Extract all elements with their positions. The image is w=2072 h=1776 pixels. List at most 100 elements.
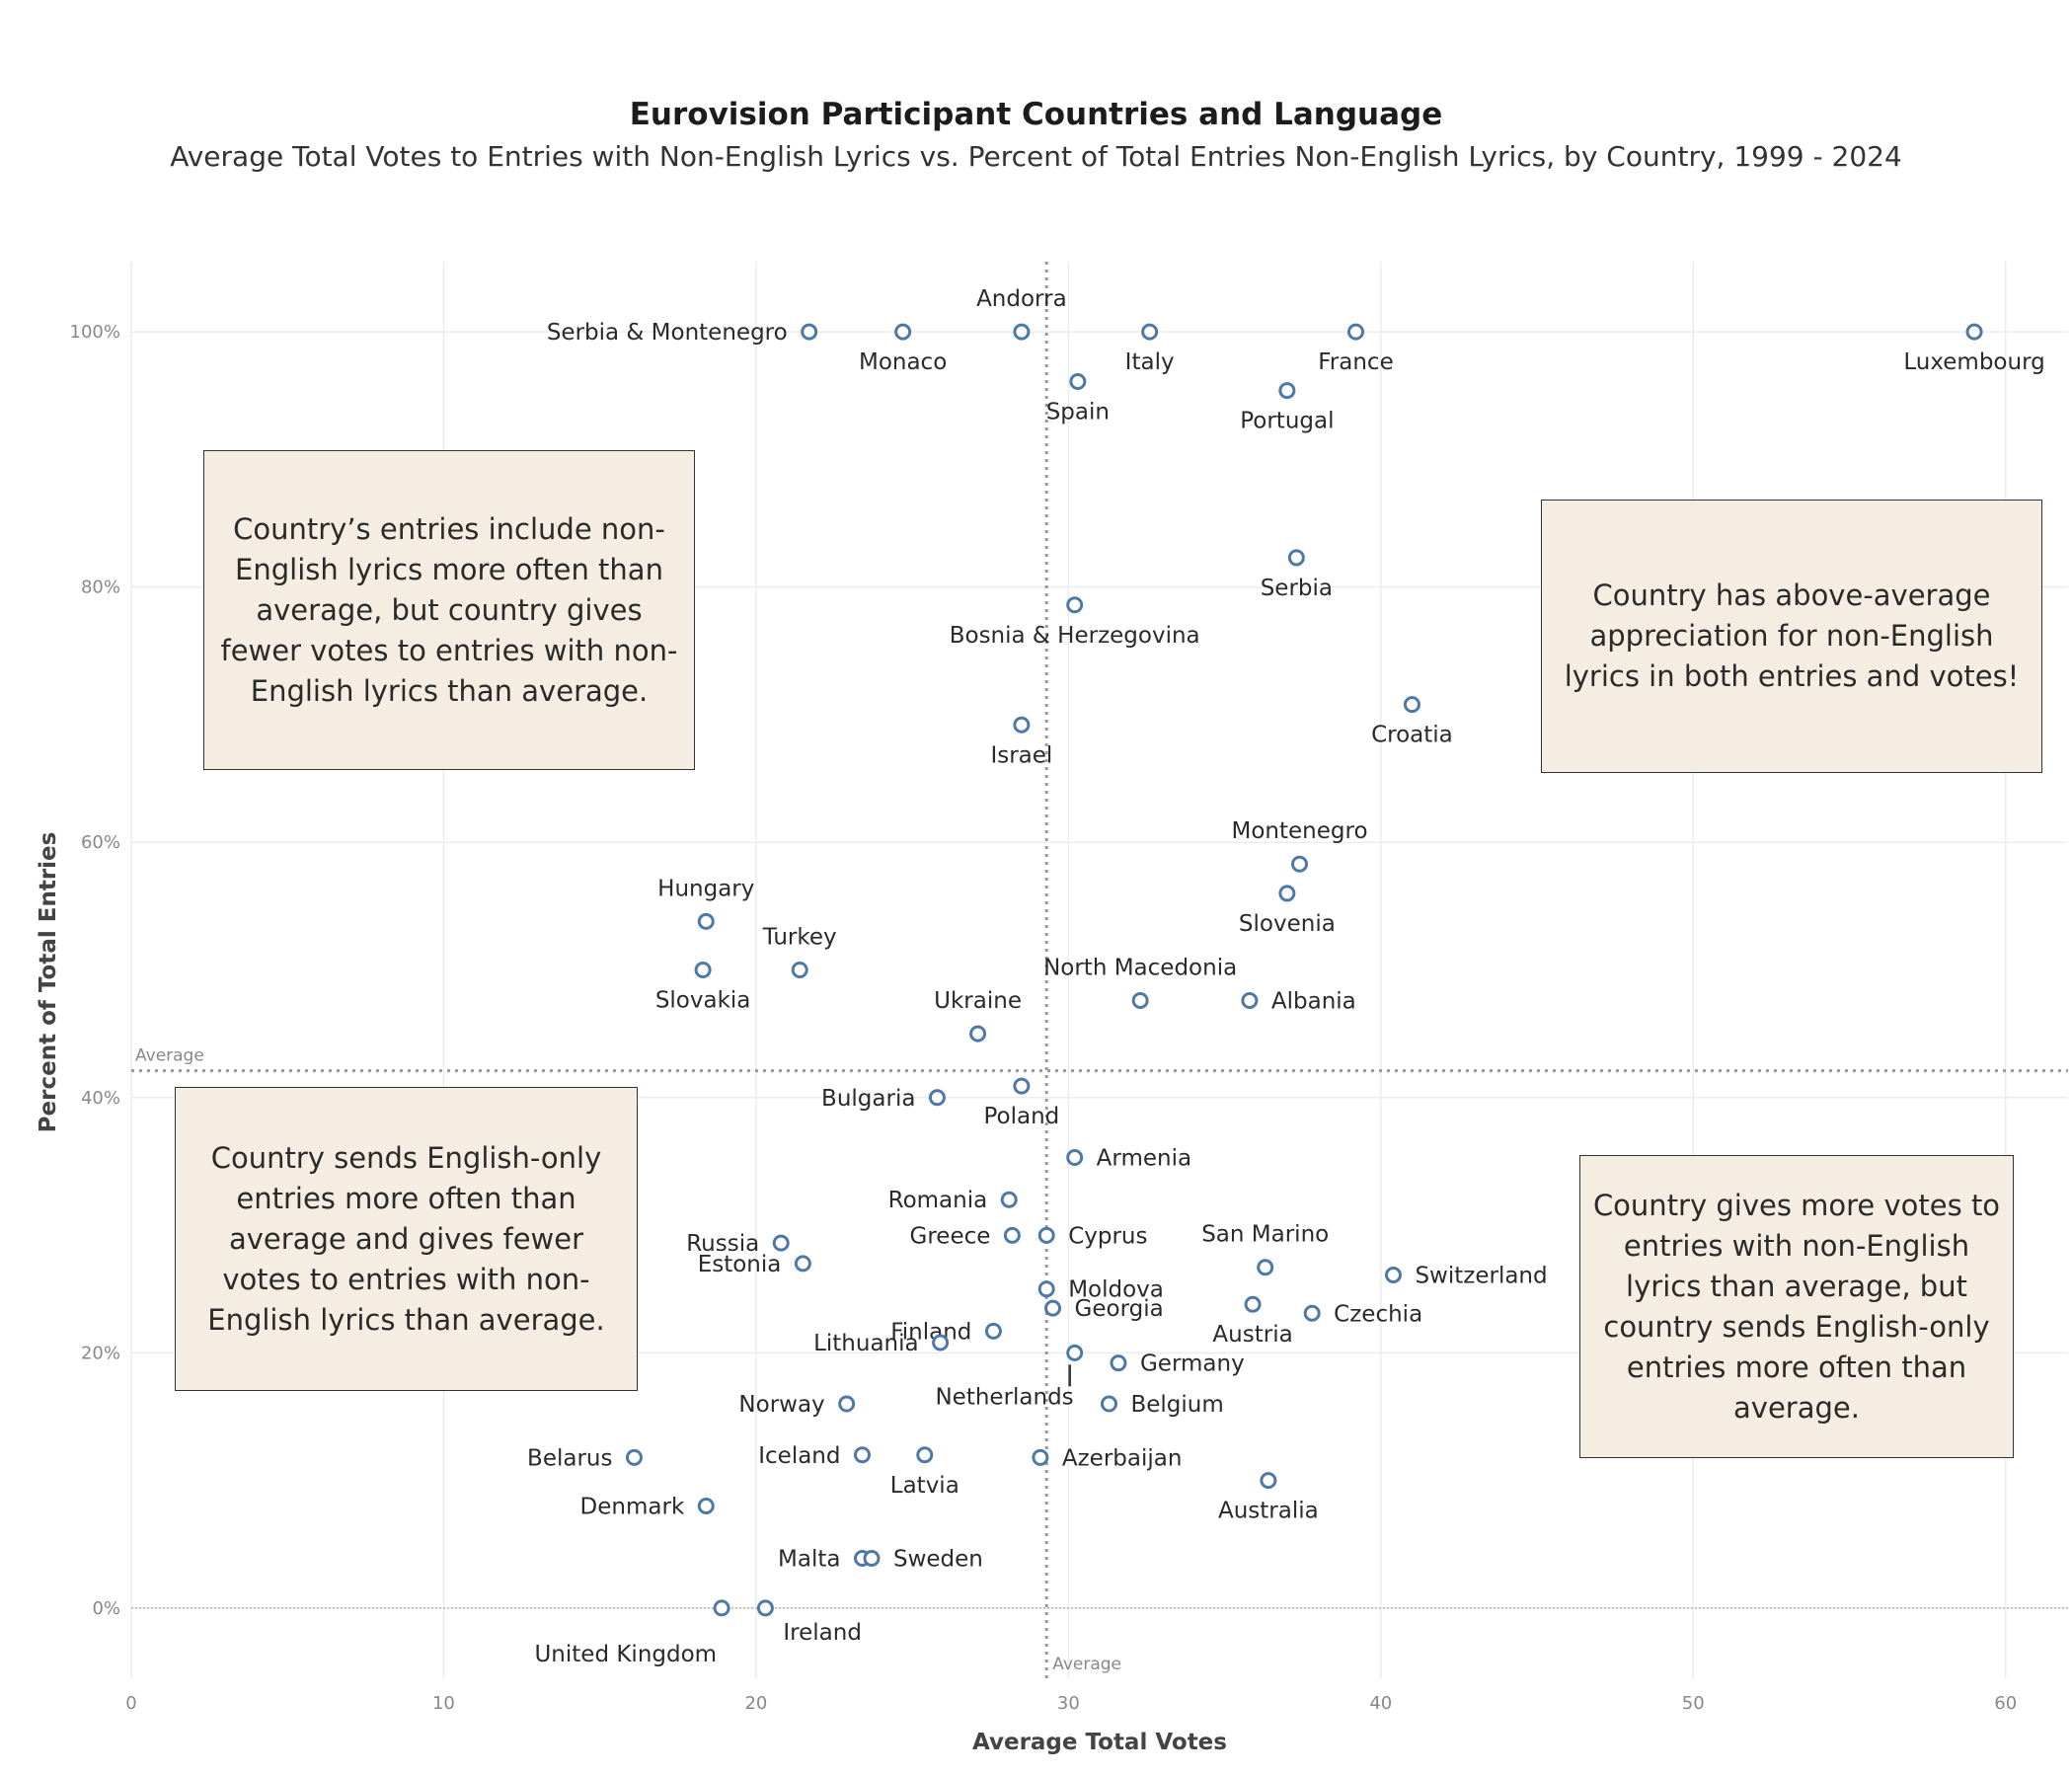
data-point-label: Australia [1218, 1499, 1319, 1524]
data-point [853, 1446, 871, 1464]
data-point [1000, 1191, 1018, 1208]
data-point-label: Spain [1046, 400, 1110, 425]
data-point [1066, 1149, 1084, 1167]
data-point [1100, 1395, 1117, 1413]
data-point [1278, 382, 1296, 400]
data-point-label: North Macedonia [1043, 956, 1237, 981]
data-point [838, 1395, 856, 1413]
data-point-label: Ukraine [934, 988, 1022, 1014]
note-bottom-left: Country sends English-only entries more … [175, 1087, 638, 1391]
data-point [1260, 1472, 1277, 1490]
data-point [1287, 549, 1305, 567]
data-point [969, 1025, 987, 1042]
data-point-label: Belarus [527, 1445, 612, 1471]
data-point-label: Finland [890, 1319, 971, 1345]
data-point [1244, 1295, 1262, 1313]
data-point [894, 323, 912, 341]
data-point-label: Poland [983, 1104, 1059, 1129]
data-point [1013, 1077, 1031, 1095]
data-point-label: France [1318, 349, 1393, 375]
data-point [1013, 716, 1031, 734]
x-tick-label: 20 [744, 1693, 767, 1714]
data-point [794, 1255, 811, 1273]
data-point [984, 1322, 1002, 1340]
x-tick-label: 30 [1057, 1693, 1080, 1714]
note-top-right: Country has above-average appreciation f… [1541, 500, 2042, 773]
data-point-label: Denmark [580, 1494, 685, 1519]
data-point-label: Bosnia & Herzegovina [950, 623, 1200, 649]
data-point-label: Montenegro [1232, 818, 1368, 844]
data-point-label: Turkey [762, 925, 837, 951]
data-point [713, 1599, 730, 1617]
data-point [791, 962, 808, 978]
data-point [1066, 1344, 1084, 1361]
data-point [863, 1549, 881, 1567]
x-tick-label: 10 [432, 1693, 455, 1714]
x-tick-label: 50 [1682, 1693, 1705, 1714]
data-point [1346, 323, 1364, 341]
chart-title: Eurovision Participant Countries and Lan… [629, 97, 1443, 132]
x-tick-label: 0 [125, 1693, 136, 1714]
data-point-label: Austria [1212, 1322, 1292, 1348]
data-point-label: Azerbaijan [1062, 1445, 1183, 1471]
data-point [932, 1334, 950, 1351]
y-tick-label: 100% [70, 322, 120, 343]
note-bottom-right: Country gives more votes to entries with… [1579, 1155, 2014, 1458]
y-tick-label: 20% [81, 1343, 120, 1363]
data-point-label: Italy [1125, 349, 1175, 375]
data-point-label: Germany [1140, 1351, 1245, 1377]
data-point-label: Norway [738, 1392, 824, 1418]
data-point [697, 912, 715, 930]
x-tick-label: 40 [1369, 1693, 1392, 1714]
data-point-label: Albania [1271, 989, 1356, 1015]
data-point-label: Romania [888, 1188, 988, 1213]
data-point-label: Slovenia [1239, 911, 1336, 937]
data-point [1278, 885, 1296, 902]
data-point-label: Moldova [1068, 1277, 1164, 1303]
x-axis-title: Average Total Votes [972, 1730, 1227, 1755]
x-average-label: Average [1052, 1655, 1121, 1674]
data-point-label: Lithuania [813, 1331, 919, 1356]
data-point [697, 1497, 715, 1514]
data-point [1965, 323, 1983, 341]
data-point-label: Malta [778, 1546, 840, 1572]
data-point-label: Portugal [1240, 409, 1334, 434]
chart-subtitle: Average Total Votes to Entries with Non-… [170, 140, 1902, 173]
data-point-label: Netherlands [935, 1384, 1073, 1410]
data-point-label: Bulgaria [821, 1086, 915, 1112]
data-point-label: United Kingdom [534, 1642, 717, 1667]
data-point-label: Andorra [976, 286, 1067, 312]
data-point [1257, 1259, 1274, 1276]
y-average-label: Average [135, 1046, 204, 1066]
data-point-label: Serbia & Montenegro [547, 320, 788, 346]
data-point-label: Ireland [783, 1620, 862, 1646]
data-point-label: Sweden [893, 1546, 983, 1572]
data-point [928, 1089, 946, 1107]
data-point-label: Estonia [698, 1252, 782, 1277]
data-point-label: San Marino [1201, 1222, 1329, 1248]
data-point-label: Armenia [1097, 1146, 1191, 1172]
data-point-label: Greece [910, 1223, 991, 1249]
data-point [1069, 373, 1087, 391]
data-point [1403, 696, 1420, 714]
data-point [772, 1234, 790, 1252]
data-point [756, 1599, 774, 1617]
data-point-label: Croatia [1371, 723, 1453, 748]
data-point [1241, 992, 1259, 1010]
data-point [1066, 596, 1084, 614]
data-point-label: Switzerland [1415, 1263, 1547, 1288]
data-point [625, 1448, 643, 1466]
y-tick-label: 60% [81, 832, 120, 853]
data-point-label: Latvia [890, 1473, 959, 1499]
note-top-left: Country’s entries include non-English ly… [203, 450, 695, 770]
data-point [1384, 1266, 1402, 1283]
data-point [1291, 855, 1309, 873]
data-point [694, 962, 712, 978]
data-point-label: Serbia [1261, 576, 1333, 601]
data-point [1032, 1448, 1049, 1466]
data-point [801, 323, 818, 341]
data-point-label: Georgia [1075, 1296, 1164, 1322]
data-point [1131, 992, 1149, 1010]
data-point-label: Israel [990, 742, 1052, 768]
y-tick-label: 40% [81, 1088, 120, 1109]
